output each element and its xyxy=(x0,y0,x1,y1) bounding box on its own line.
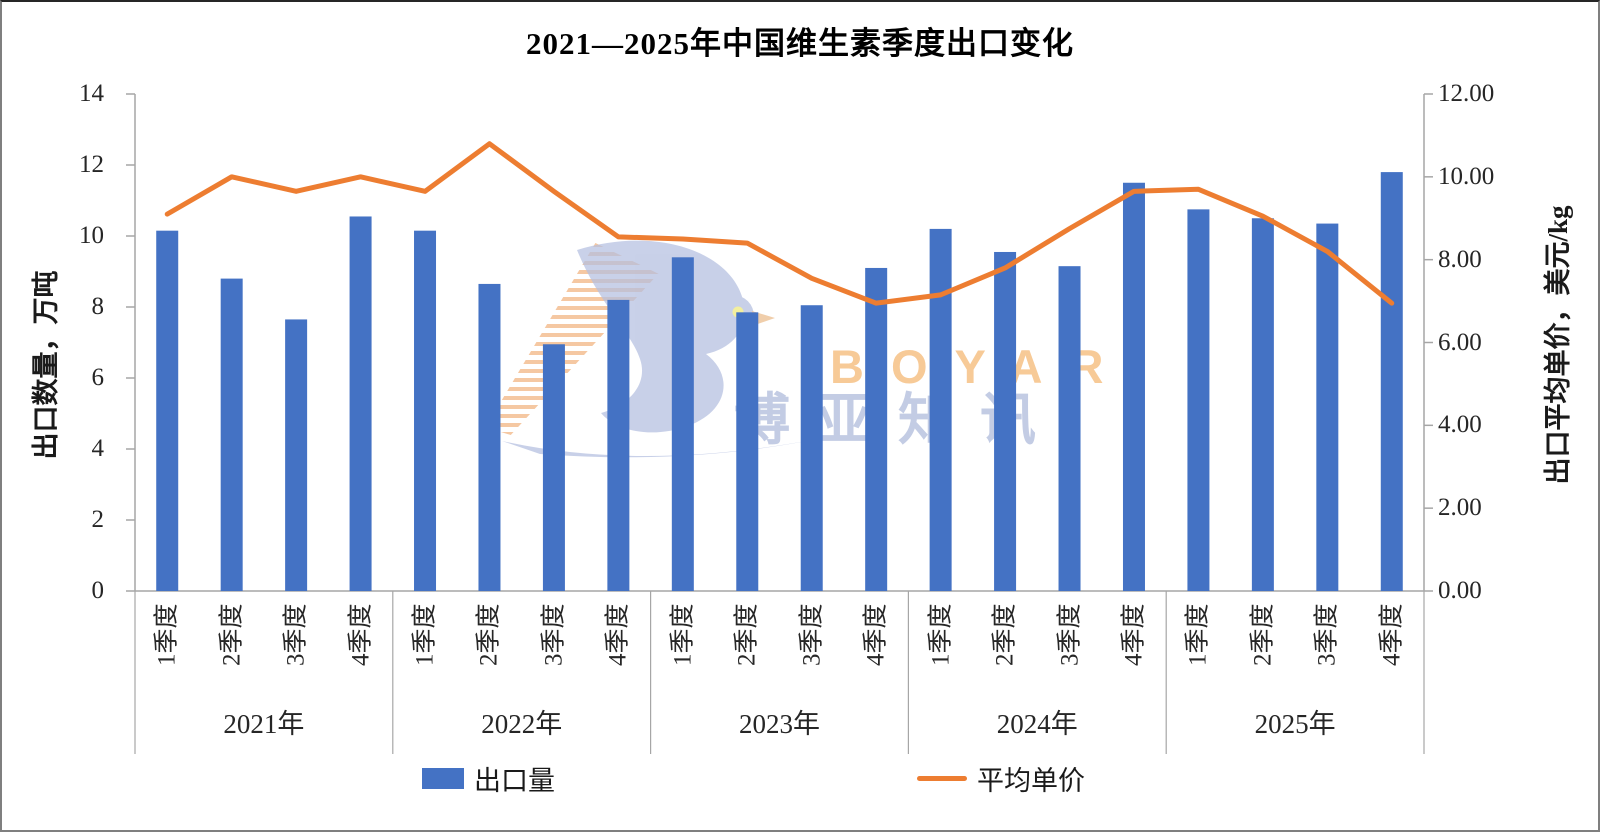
quarter-label: 3季度 xyxy=(798,603,826,667)
year-label: 2023年 xyxy=(739,709,820,739)
right-tick-label: 8.00 xyxy=(1438,245,1482,273)
bar-2021年-3季度 xyxy=(285,319,308,591)
left-tick-label: 10 xyxy=(79,222,104,249)
right-tick-label: 12.00 xyxy=(1438,80,1495,107)
quarter-label: 4季度 xyxy=(1378,603,1406,667)
legend-item-average-price: 平均单价 xyxy=(917,760,1085,796)
left-tick-label: 0 xyxy=(91,577,105,604)
quarter-label: 4季度 xyxy=(604,603,632,667)
legend-line-swatch xyxy=(917,775,967,781)
bar-2025年-4季度 xyxy=(1380,172,1403,591)
quarter-label: 3季度 xyxy=(1056,603,1084,667)
year-label: 2024年 xyxy=(996,709,1078,739)
chart-title: 2021—2025年中国维生素季度出口变化 xyxy=(526,26,1074,61)
right-tick-label: 0.00 xyxy=(1438,577,1482,604)
right-tick-label: 2.00 xyxy=(1438,494,1482,522)
quarter-label: 2季度 xyxy=(218,603,246,667)
quarter-label: 1季度 xyxy=(153,603,181,667)
quarter-label: 3季度 xyxy=(1313,603,1341,667)
quarter-label: 1季度 xyxy=(669,603,697,667)
year-label: 2022年 xyxy=(481,709,563,739)
bar-2021年-1季度 xyxy=(156,230,179,592)
legend-line-label: 平均单价 xyxy=(977,765,1085,796)
left-tick-label: 2 xyxy=(91,506,105,533)
watermark-brand-cn-text: 博亚知讯 xyxy=(734,388,1062,451)
quarter-label: 1季度 xyxy=(411,603,439,667)
quarter-label: 1季度 xyxy=(1184,603,1212,667)
bar-2025年-1季度 xyxy=(1187,209,1210,591)
right-tick-label: 4.00 xyxy=(1438,411,1482,439)
left-tick-label: 6 xyxy=(91,364,105,391)
legend-item-export-volume: 出口量 xyxy=(422,760,555,796)
quarter-label: 4季度 xyxy=(347,603,375,667)
quarter-label: 3季度 xyxy=(282,603,310,667)
quarter-label: 4季度 xyxy=(1120,603,1148,667)
legend: 出口量 平均单价 xyxy=(2,760,1598,796)
watermark: BOYAR 博亚知讯 xyxy=(482,235,1103,485)
left-tick-label: 14 xyxy=(79,80,104,107)
quarter-label: 2季度 xyxy=(475,603,503,667)
bar-2025年-3季度 xyxy=(1316,223,1339,591)
right-tick-label: 6.00 xyxy=(1438,328,1482,356)
quarter-label: 1季度 xyxy=(927,603,955,667)
bar-2025年-2季度 xyxy=(1251,218,1274,591)
quarter-label: 4季度 xyxy=(862,603,890,667)
bar-2021年-2季度 xyxy=(220,278,243,591)
quarter-label: 3季度 xyxy=(540,603,568,667)
bar-2021年-4季度 xyxy=(349,216,372,591)
legend-bar-swatch xyxy=(422,767,464,789)
right-tick-label: 10.00 xyxy=(1438,162,1495,190)
left-tick-label: 12 xyxy=(79,151,104,178)
bar-2022年-1季度 xyxy=(414,230,437,592)
left-tick-label: 4 xyxy=(91,435,105,462)
year-label: 2025年 xyxy=(1254,709,1336,739)
left-tick-label: 8 xyxy=(91,293,105,320)
legend-bar-label: 出口量 xyxy=(474,765,555,796)
year-label: 2021年 xyxy=(223,709,305,739)
quarter-label: 2季度 xyxy=(733,603,761,667)
quarter-label: 2季度 xyxy=(1249,603,1277,667)
quarter-label: 2季度 xyxy=(991,603,1019,667)
